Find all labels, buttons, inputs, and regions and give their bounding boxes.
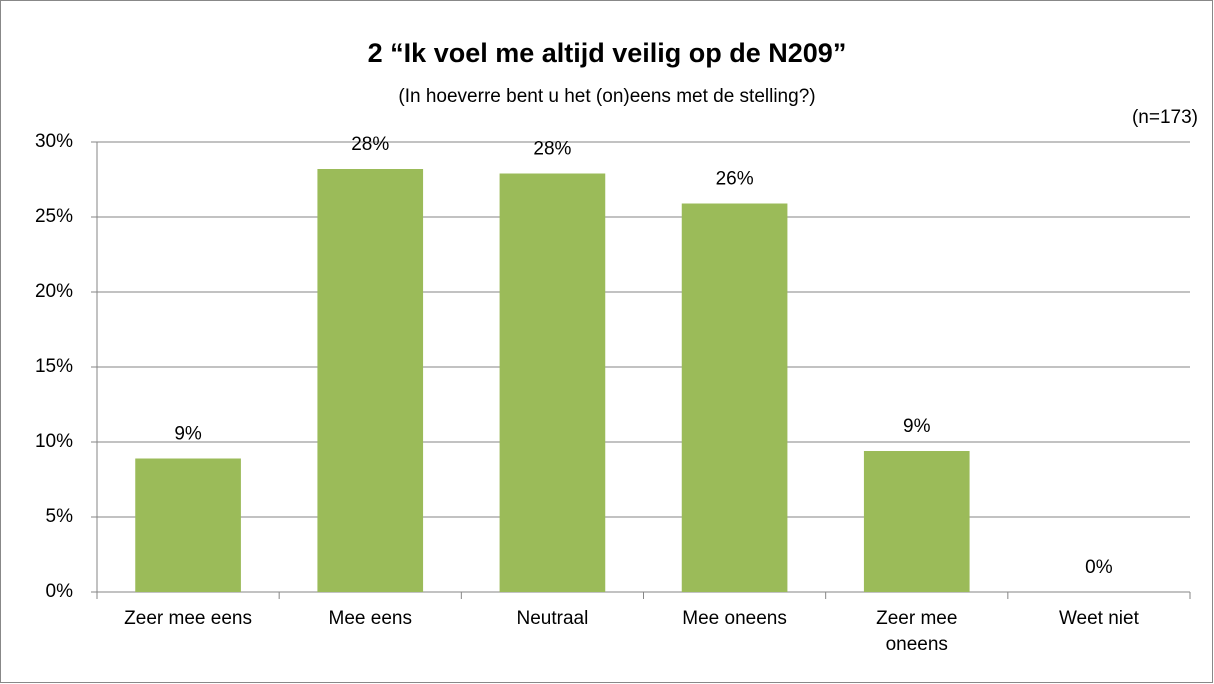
data-label: 28% [351, 134, 389, 155]
data-label: 28% [533, 139, 571, 160]
x-tick-label: Weet niet [1058, 608, 1139, 629]
bar [863, 451, 970, 592]
y-tick-label: 20% [35, 281, 73, 302]
bar [317, 169, 424, 592]
x-tick-label: Mee eens [328, 608, 412, 629]
x-tick-label: Zeer mee eens [124, 608, 252, 629]
data-label: 9% [174, 424, 202, 445]
bar [499, 173, 606, 592]
bar [681, 203, 788, 592]
data-label: 0% [1085, 557, 1113, 578]
y-tick-label: 0% [46, 581, 74, 602]
chart-subtitle: (In hoeverre bent u het (on)eens met de … [398, 86, 815, 107]
y-tick-label: 25% [35, 206, 73, 227]
chart-title: 2 “Ik voel me altijd veilig op de N209” [368, 38, 847, 68]
annotation: (n=173) [1132, 107, 1198, 128]
y-tick-label: 5% [46, 506, 74, 527]
data-label: 9% [903, 416, 931, 437]
data-label: 26% [716, 169, 754, 190]
bar [135, 458, 241, 592]
y-tick-label: 30% [35, 131, 73, 152]
y-tick-label: 15% [35, 356, 73, 377]
y-tick-label: 10% [35, 431, 73, 452]
x-tick-label: Zeer mee oneens [876, 608, 958, 655]
x-tick-label: Mee oneens [682, 608, 787, 629]
x-tick-label: Neutraal [516, 608, 589, 629]
